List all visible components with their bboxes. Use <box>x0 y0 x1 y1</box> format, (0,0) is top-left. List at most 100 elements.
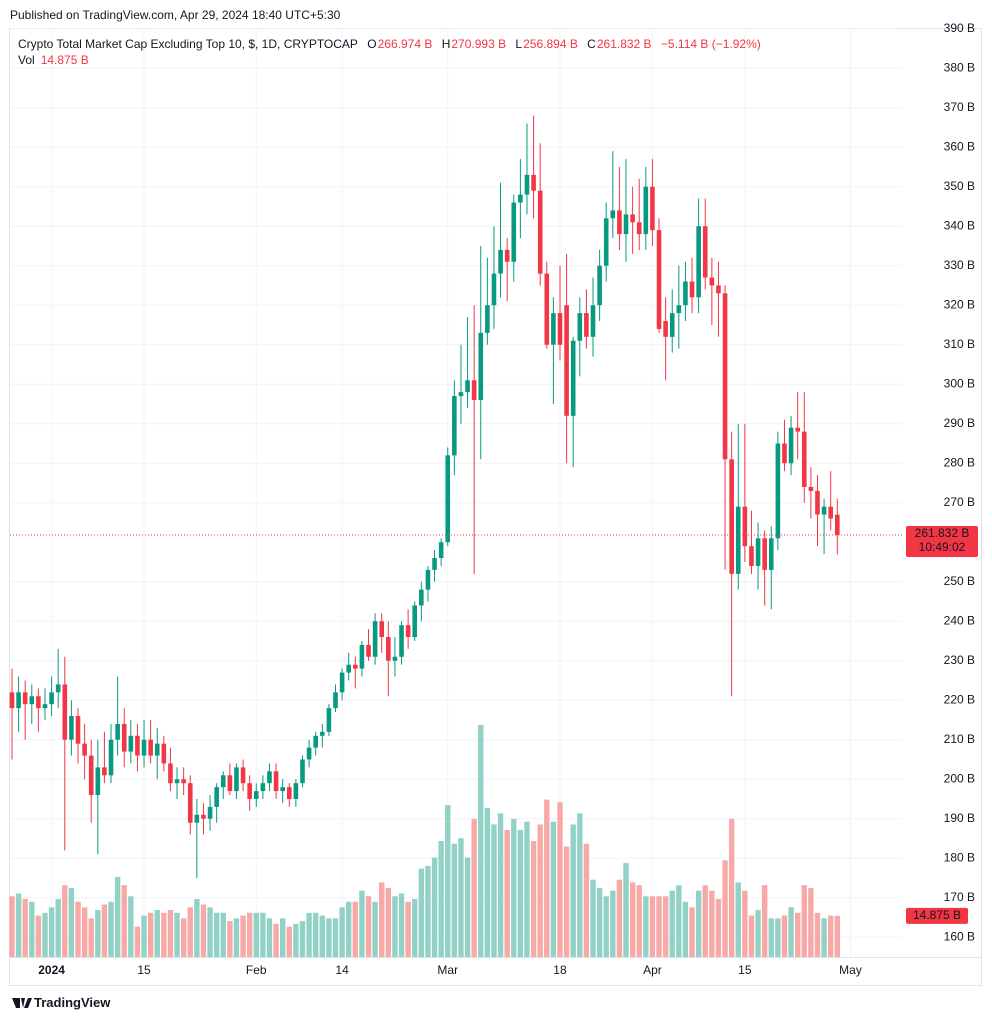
volume-bar <box>695 890 702 957</box>
candle-body <box>240 767 246 784</box>
volume-bar <box>596 887 603 957</box>
candle-body <box>141 739 147 756</box>
candle-body <box>168 763 173 784</box>
candle-body <box>69 716 74 740</box>
candle-body <box>458 392 464 397</box>
volume-bar <box>279 918 286 957</box>
volume-bar <box>35 915 42 957</box>
close-key: C <box>587 37 596 51</box>
volume-bar <box>755 910 761 957</box>
candle-body <box>339 672 345 693</box>
brand-logo <box>12 998 32 1008</box>
volume-bar <box>748 915 755 957</box>
candle-body <box>821 506 827 515</box>
candle-body <box>432 558 437 570</box>
volume-bar <box>689 907 695 957</box>
volume-bar <box>702 885 708 957</box>
volume-bar <box>524 821 530 957</box>
volume-bar <box>801 885 807 957</box>
candle-body <box>88 755 94 796</box>
volume-bar <box>141 915 147 957</box>
volume-bar <box>68 887 75 957</box>
volume-bar <box>207 907 213 957</box>
price-badge-value: 261.832 B <box>915 526 970 540</box>
candle-body <box>379 621 385 638</box>
volume-bar <box>240 915 246 957</box>
price-badge <box>906 525 978 557</box>
volume-bar <box>180 918 187 957</box>
candle-body <box>597 265 602 306</box>
volume-bar <box>623 863 629 957</box>
change-value: −5.114 B (−1.92%) <box>660 37 761 51</box>
volume-bar <box>398 893 405 957</box>
candle-body <box>801 431 807 487</box>
y-tick-label: 180 B <box>944 850 975 864</box>
candle-body <box>128 735 134 752</box>
candle-body <box>551 313 556 345</box>
volume-bar <box>491 824 497 957</box>
volume-bar <box>550 821 557 957</box>
candle-body <box>722 293 728 460</box>
y-tick-label: 360 B <box>944 139 975 153</box>
candle-body <box>689 281 695 298</box>
volume-bar <box>775 918 781 957</box>
candle-body <box>267 771 272 784</box>
candle-body <box>782 443 787 464</box>
volume-bar <box>636 885 642 957</box>
volume-bar <box>412 899 418 957</box>
candle-body <box>148 739 153 756</box>
candle-body <box>419 589 424 606</box>
volume-bar <box>808 887 814 957</box>
candle-body <box>749 546 754 566</box>
y-tick-label: 290 B <box>944 416 975 430</box>
volume-bar <box>794 912 801 957</box>
volume-bar <box>761 885 768 957</box>
candle-body <box>247 783 252 799</box>
volume-bar <box>458 838 464 957</box>
x-tick-label: May <box>839 963 862 977</box>
y-tick-label: 390 B <box>944 21 975 35</box>
candle-body <box>663 321 668 337</box>
volume-bar <box>418 868 425 957</box>
volume-bar <box>445 805 451 957</box>
y-tick-label: 200 B <box>944 771 975 785</box>
y-tick-label: 280 B <box>944 455 975 469</box>
candle-body <box>485 305 490 333</box>
candle-body <box>42 704 48 709</box>
volume-bar <box>682 901 689 957</box>
volume-bar <box>55 899 61 957</box>
candle-body <box>564 305 569 416</box>
volume-bar <box>339 907 345 957</box>
volume-bar <box>306 912 312 957</box>
volume-bar <box>194 899 200 957</box>
volume-bar <box>9 896 15 957</box>
x-tick-label: Mar <box>437 963 458 977</box>
candle-body <box>115 723 120 740</box>
volume-bar <box>233 918 240 957</box>
volume-bar <box>497 813 504 957</box>
volume-bar <box>768 918 774 957</box>
brand-name: TradingView <box>34 995 111 1010</box>
x-tick-label: 14 <box>335 963 349 977</box>
y-tick-label: 310 B <box>944 337 975 351</box>
candle-body <box>531 174 536 191</box>
volume-bar <box>431 857 438 957</box>
candle-body <box>623 214 629 235</box>
x-tick-label: 15 <box>137 963 151 977</box>
volume-bar <box>352 901 359 957</box>
volume-bar <box>121 885 127 957</box>
volume-bar <box>379 882 385 957</box>
candle-body <box>815 490 820 515</box>
legend: Crypto Total Market Cap Excluding Top 10… <box>18 36 767 68</box>
volume-bar <box>709 890 715 957</box>
volume-bar <box>359 890 365 957</box>
volume-bar <box>728 818 735 957</box>
volume-bar <box>154 910 160 957</box>
candle-body <box>438 542 444 559</box>
candle-body <box>102 767 107 776</box>
y-tick-label: 170 B <box>944 890 975 904</box>
volume-bar <box>114 876 121 957</box>
candle-body <box>386 637 391 661</box>
volume-bar <box>332 918 339 957</box>
